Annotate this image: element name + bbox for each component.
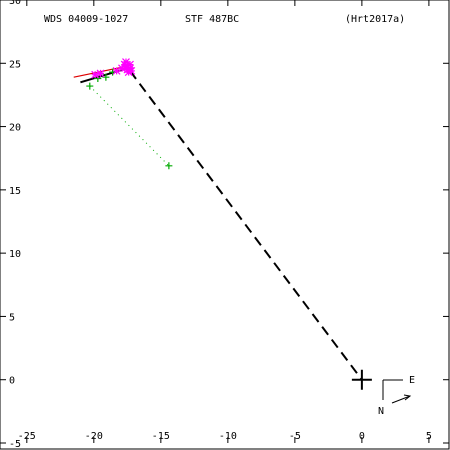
magenta-star-mark [91,70,100,79]
primary-star-marker [351,369,372,390]
magenta-star-mark [112,66,121,75]
magenta-star-mark [96,69,105,78]
green-plus-mark [86,82,94,90]
x-axis-ticks: -25 -20 -15 -10 -5 0 5 [18,0,432,443]
magenta-star-mark [122,63,130,72]
dashed-separation-line [129,70,363,381]
dotted-residual-line [89,85,170,167]
y-tick-label: 15 [9,186,21,197]
motion-arrow-head [403,394,412,401]
magenta-star-mark [122,58,130,66]
y-tick-label: 0 [9,376,15,387]
x-tick-label: -20 [85,431,103,442]
orbit-lines [73,65,363,381]
x-tick-label: -10 [219,431,237,442]
y-tick-label: 25 [9,59,21,70]
x-tick-label: 5 [426,431,432,442]
discoverer-label: STF 487BC [185,14,239,25]
magenta-star-mark [127,66,136,75]
magenta-star-mark [126,64,134,73]
magenta-star-mark [123,65,132,74]
compass-rose: N E [378,375,415,417]
compass-north-label: N [378,406,384,417]
x-tick-label: 0 [359,431,365,442]
x-tick-label: -5 [289,431,301,442]
magenta-star-mark [126,60,134,69]
motion-arrow-shaft [391,395,411,404]
magenta-star-mark [118,64,126,73]
magenta-star-mark [124,68,133,77]
reference-label: (Hrt2017a) [345,14,405,25]
observation-marks [86,58,372,390]
magenta-star-mark [120,60,129,69]
y-tick-label: 10 [9,249,21,260]
green-plus-mark [165,162,173,170]
x-tick-label: -25 [18,431,36,442]
y-tick-label: 5 [9,312,15,323]
compass-east-label: E [409,375,415,386]
y-tick-label: 30 [9,0,21,7]
y-tick-label: -5 [9,439,21,450]
y-tick-label: 20 [9,123,21,134]
x-tick-label: -15 [152,431,170,442]
wds-id-label: WDS 04009-1027 [44,14,128,25]
